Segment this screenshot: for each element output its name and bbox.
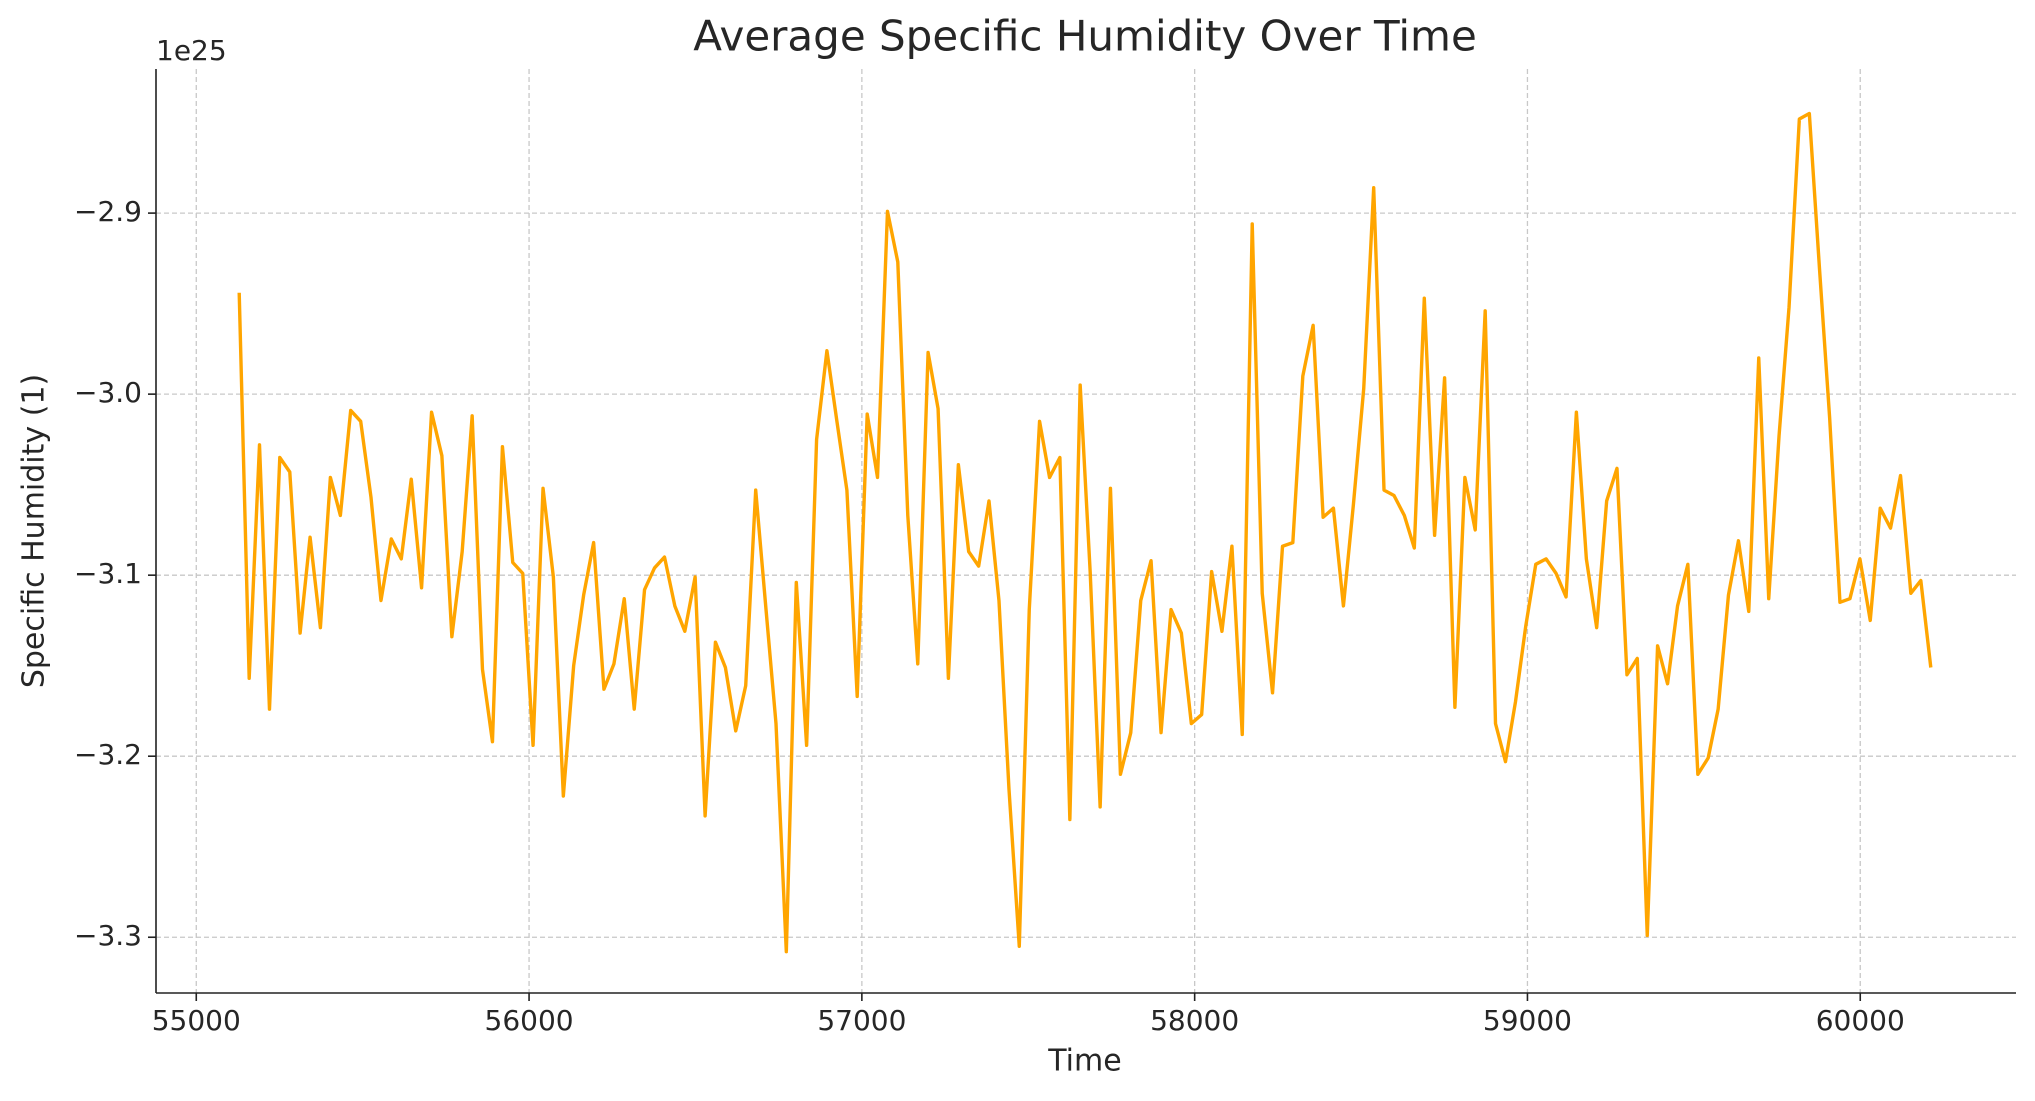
x-tick-label: 60000 — [1816, 1004, 1905, 1037]
chart-title: Average Specific Humidity Over Time — [693, 12, 1477, 61]
y-tick-label: −3.1 — [74, 557, 142, 590]
y-tick-label: −3.3 — [74, 919, 142, 952]
x-tick-label: 57000 — [817, 1004, 906, 1037]
x-axis-label: Time — [1047, 1044, 1121, 1079]
y-offset-label: 1e25 — [156, 34, 227, 67]
x-tick-label: 55000 — [152, 1004, 241, 1037]
y-tick-label: −2.9 — [74, 195, 142, 228]
x-tick-label: 58000 — [1150, 1004, 1239, 1037]
y-tick-label: −3.2 — [74, 738, 142, 771]
data-line — [237, 111, 1933, 954]
x-tick-label: 59000 — [1483, 1004, 1572, 1037]
y-axis-label: Specific Humidity (1) — [17, 374, 52, 688]
x-tick-label: 56000 — [485, 1004, 574, 1037]
y-tick-label: −3.0 — [74, 376, 142, 409]
